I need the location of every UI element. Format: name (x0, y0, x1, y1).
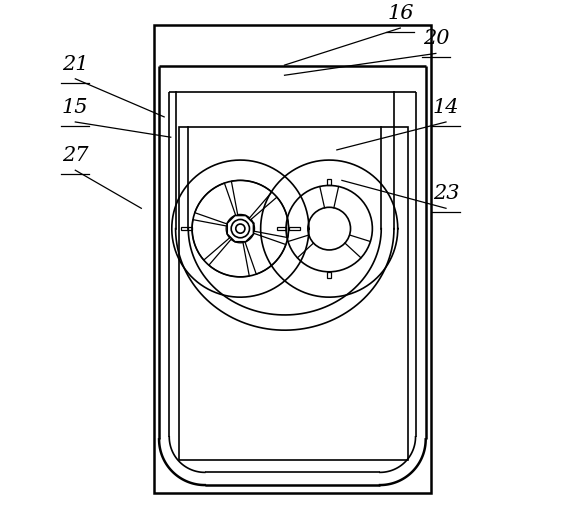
Bar (289, 227, 300, 230)
Text: 20: 20 (422, 29, 449, 48)
Bar (327, 272, 331, 278)
Bar (277, 227, 286, 230)
Bar (327, 179, 331, 186)
Text: 14: 14 (433, 98, 459, 117)
Text: 16: 16 (387, 4, 413, 23)
Text: 23: 23 (433, 184, 459, 203)
Text: 15: 15 (62, 98, 88, 117)
Text: 27: 27 (62, 146, 88, 165)
Text: 21: 21 (62, 55, 88, 74)
Bar (181, 227, 192, 230)
